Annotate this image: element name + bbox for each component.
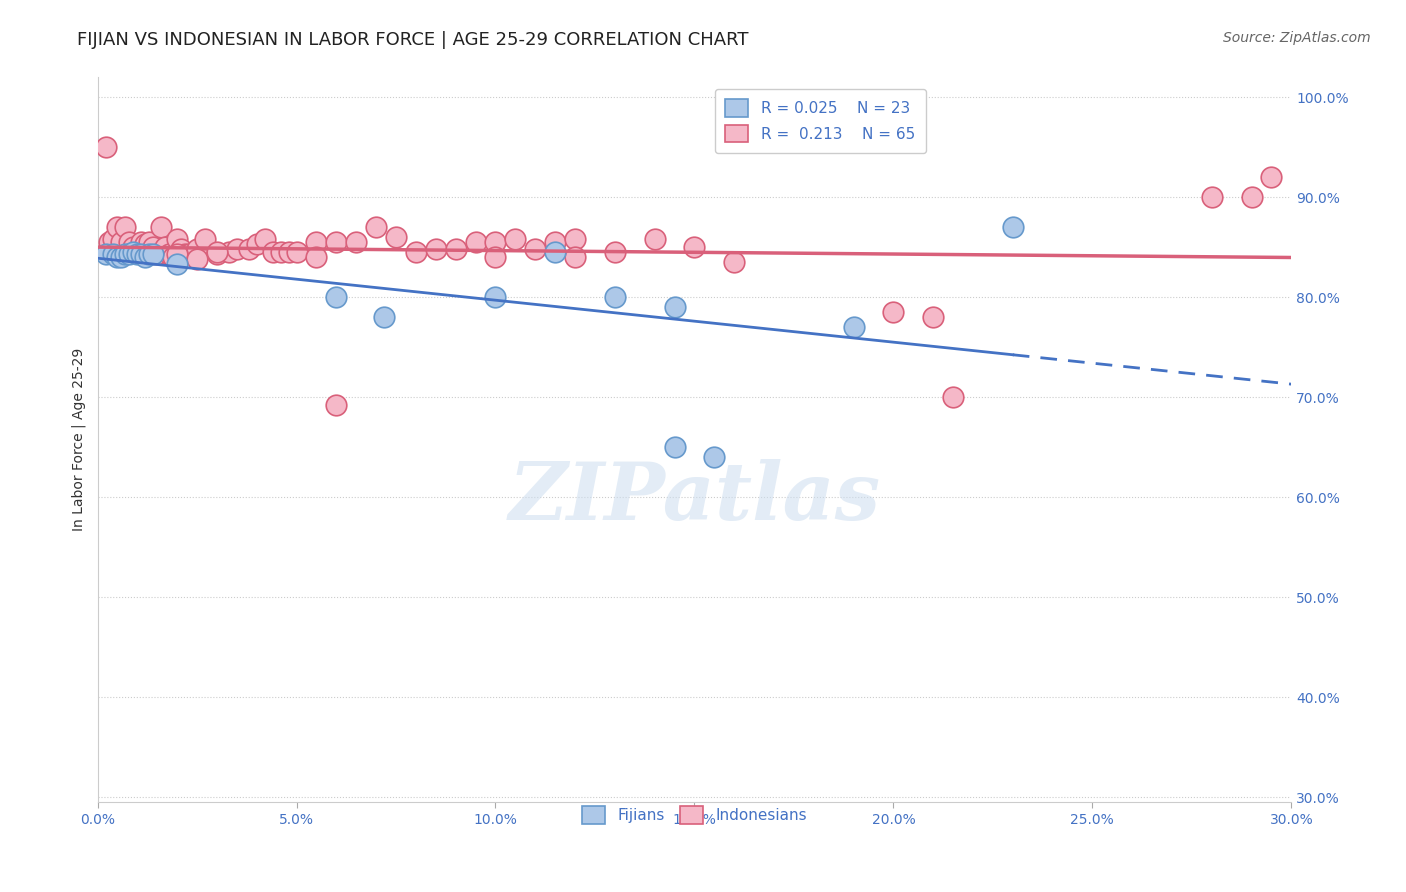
Point (157, 247, 180, 261)
Point (1001, 220, 1024, 235)
Point (305, 251, 328, 265)
Point (405, 245, 427, 260)
Point (103, 247, 125, 261)
Point (218, 245, 240, 260)
Point (166, 257, 188, 271)
Point (723, 255, 745, 269)
Point (107, 251, 129, 265)
Point (142, 240, 165, 254)
Point (122, 245, 145, 260)
Point (166, 247, 188, 261)
Point (166, 232, 188, 246)
Point (564, 232, 586, 246)
Point (325, 235, 347, 250)
Point (373, 310, 395, 325)
Point (644, 232, 666, 246)
Point (464, 235, 486, 250)
Point (425, 243, 447, 257)
Point (150, 220, 173, 235)
Point (505, 232, 527, 246)
Point (262, 245, 284, 260)
Point (107, 220, 129, 235)
Point (942, 390, 965, 404)
Point (94, 247, 117, 261)
Point (177, 247, 200, 261)
Point (385, 230, 408, 244)
Point (110, 251, 132, 265)
Point (1260, 170, 1282, 185)
Point (544, 235, 567, 250)
Point (127, 247, 149, 261)
Point (118, 235, 141, 250)
Point (683, 240, 706, 254)
Point (138, 235, 160, 250)
Point (127, 245, 149, 260)
Point (146, 247, 169, 261)
Point (205, 245, 228, 260)
Point (703, 450, 725, 465)
Point (186, 243, 208, 257)
Point (205, 247, 228, 261)
Point (174, 247, 197, 261)
Point (484, 290, 506, 304)
Point (344, 235, 367, 250)
Point (305, 235, 328, 250)
Text: FIJIAN VS INDONESIAN IN LABOR FORCE | AGE 25-29 CORRELATION CHART: FIJIAN VS INDONESIAN IN LABOR FORCE | AG… (77, 31, 749, 49)
Point (444, 243, 467, 257)
Point (238, 243, 260, 257)
Point (285, 245, 308, 260)
Text: ZIPatlas: ZIPatlas (509, 459, 880, 537)
Point (98, 235, 121, 250)
Point (134, 237, 156, 252)
Point (246, 237, 269, 252)
Point (134, 251, 156, 265)
Point (564, 251, 586, 265)
Point (170, 243, 193, 257)
Point (138, 247, 160, 261)
Point (131, 247, 153, 261)
Point (544, 245, 567, 260)
Point (484, 251, 506, 265)
Point (118, 247, 141, 261)
Point (186, 252, 208, 267)
Point (194, 232, 217, 246)
Point (1201, 190, 1223, 204)
Point (1240, 190, 1263, 204)
Point (664, 301, 686, 315)
Point (110, 235, 132, 250)
Point (142, 247, 165, 261)
Point (325, 290, 347, 304)
Point (922, 310, 945, 325)
Point (103, 232, 125, 246)
Point (153, 240, 176, 254)
Point (364, 220, 387, 235)
Point (131, 235, 153, 250)
Point (162, 251, 184, 265)
Point (114, 220, 136, 235)
Y-axis label: In Labor Force | Age 25-29: In Labor Force | Age 25-29 (72, 348, 86, 532)
Point (277, 245, 299, 260)
Text: Source: ZipAtlas.com: Source: ZipAtlas.com (1223, 31, 1371, 45)
Point (664, 441, 686, 455)
Point (524, 243, 547, 257)
Point (882, 305, 904, 319)
Point (603, 245, 626, 260)
Point (122, 240, 145, 254)
Point (603, 290, 626, 304)
Point (842, 320, 865, 334)
Point (484, 235, 506, 250)
Legend: Fijians, Indonesians: Fijians, Indonesians (571, 796, 817, 835)
Point (253, 232, 276, 246)
Point (325, 398, 347, 412)
Point (270, 245, 292, 260)
Point (114, 247, 136, 261)
Point (94, 140, 117, 154)
Point (225, 243, 247, 257)
